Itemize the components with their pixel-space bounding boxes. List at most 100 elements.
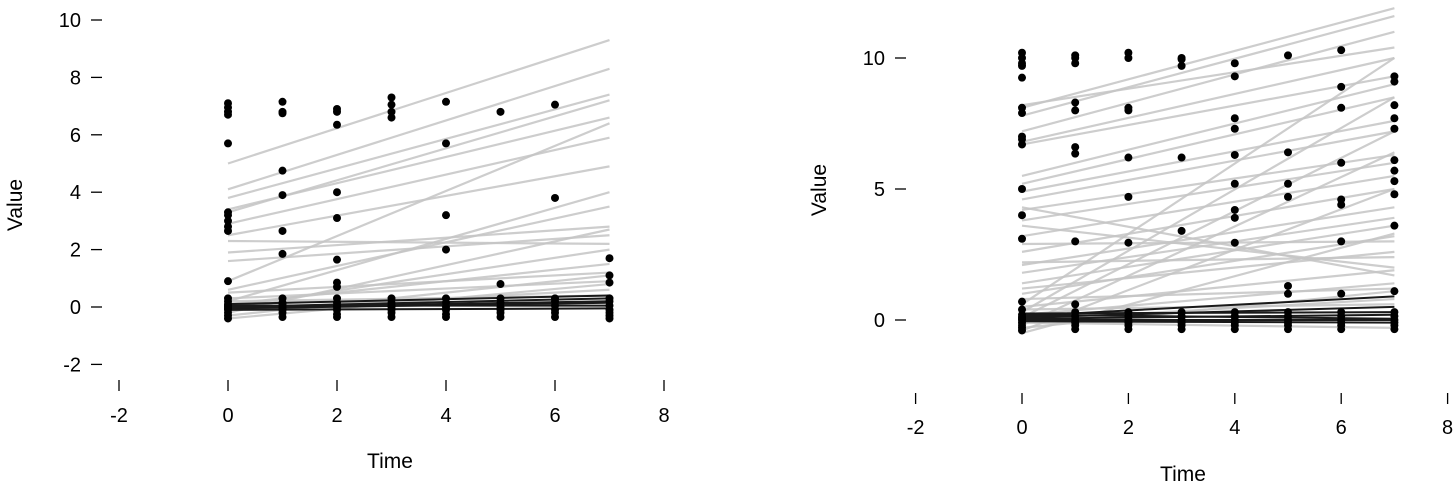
data-point: [333, 188, 341, 197]
data-point: [387, 301, 396, 310]
data-point: [1124, 153, 1133, 162]
data-point: [1018, 73, 1026, 82]
fitted-line: [1021, 187, 1395, 253]
fitted-line-dark: [1021, 311, 1395, 315]
data-point: [278, 313, 287, 322]
data-point: [1230, 124, 1239, 133]
left-y-axis-title: Value: [4, 179, 27, 231]
data-point: [1390, 156, 1399, 165]
fitted-line-dark: [1021, 313, 1395, 320]
data-point: [1337, 103, 1346, 112]
data-point: [333, 255, 341, 264]
data-point: [224, 277, 232, 286]
data-point: [1071, 106, 1080, 115]
data-point: [1337, 46, 1346, 55]
fitted-line: [1021, 161, 1395, 222]
data-point: [1337, 325, 1346, 334]
data-point: [1390, 177, 1399, 186]
fitted-line: [1021, 240, 1395, 246]
data-point: [224, 216, 232, 225]
data-point: [333, 301, 341, 310]
x-tick-label: 8: [1442, 417, 1453, 439]
data-point: [605, 314, 614, 323]
y-tick-label: 5: [874, 179, 885, 201]
data-point: [387, 107, 396, 116]
fitted-line: [1021, 96, 1395, 185]
fitted-line: [1021, 174, 1395, 238]
x-tick-label: 6: [1336, 417, 1347, 439]
data-point: [278, 304, 287, 313]
y-tick-label: 2: [70, 240, 81, 262]
left-fitted-lines-dark: [227, 294, 610, 311]
left-x-axis-title: Time: [367, 450, 413, 473]
data-point: [1390, 190, 1399, 199]
data-point: [1177, 325, 1186, 334]
data-point: [1390, 114, 1399, 123]
data-point: [278, 109, 287, 118]
data-point: [1337, 289, 1346, 298]
fitted-line: [1021, 206, 1395, 277]
data-point: [1124, 238, 1133, 247]
fitted-line: [227, 93, 610, 200]
data-point: [224, 304, 232, 313]
data-point: [1071, 149, 1080, 158]
data-point: [224, 110, 232, 119]
fitted-line-dark: [227, 307, 610, 311]
right-y-axis: 0 5 10: [863, 48, 906, 332]
fitted-line: [1021, 15, 1395, 117]
data-point: [1177, 226, 1186, 235]
fitted-line: [1021, 130, 1395, 319]
left-y-axis: -2 0 2 4 6 8 10: [59, 10, 102, 376]
data-point: [1390, 166, 1399, 175]
data-point: [1284, 148, 1292, 157]
x-tick-label: -2: [907, 417, 925, 439]
data-point: [1018, 234, 1026, 243]
x-tick-label: 4: [440, 405, 451, 427]
fitted-line-dark: [227, 300, 610, 309]
fitted-line: [1021, 57, 1396, 306]
data-point: [387, 93, 396, 102]
data-point: [605, 254, 614, 263]
data-point: [1230, 72, 1239, 81]
data-point: [1071, 59, 1080, 68]
data-point: [1018, 140, 1026, 149]
data-point: [278, 249, 287, 258]
data-point: [224, 139, 232, 148]
data-point: [1018, 61, 1026, 70]
data-point: [224, 211, 232, 220]
left-chart: -2 0 2 4 6 8 10 -2 0 2 4 6 8 Time Value: [4, 10, 670, 473]
x-tick-label: 2: [1123, 417, 1134, 439]
data-point: [1230, 179, 1239, 188]
fitted-line: [227, 205, 610, 291]
y-tick-label: 0: [70, 297, 81, 319]
data-point: [1390, 325, 1399, 334]
fitted-line: [1021, 206, 1395, 267]
data-point: [1071, 300, 1080, 309]
data-point: [605, 271, 614, 280]
fitted-line: [1021, 75, 1395, 146]
data-point: [1284, 179, 1292, 188]
data-point: [1018, 314, 1026, 323]
y-tick-label: 10: [59, 10, 81, 32]
data-point: [1337, 158, 1346, 167]
data-point: [333, 214, 341, 223]
data-point: [1284, 325, 1292, 334]
data-point: [1071, 237, 1080, 246]
data-point: [1284, 281, 1292, 290]
x-tick-label: 6: [549, 405, 560, 427]
right-chart: 0 5 10 -2 0 2 4 6 8 Time Value: [808, 7, 1453, 486]
fitted-line: [1021, 250, 1395, 290]
x-tick-label: 0: [222, 405, 233, 427]
fitted-line: [227, 191, 610, 303]
data-point: [442, 97, 450, 106]
fitted-line: [1021, 224, 1395, 269]
x-tick-label: 0: [1016, 417, 1027, 439]
data-point: [1390, 77, 1399, 86]
right-x-axis: -2 0 2 4 6 8: [907, 393, 1453, 439]
fitted-line: [227, 39, 610, 165]
data-point: [1124, 106, 1133, 115]
data-point: [1337, 237, 1346, 246]
data-point: [387, 313, 396, 322]
y-tick-label: 6: [70, 125, 81, 147]
